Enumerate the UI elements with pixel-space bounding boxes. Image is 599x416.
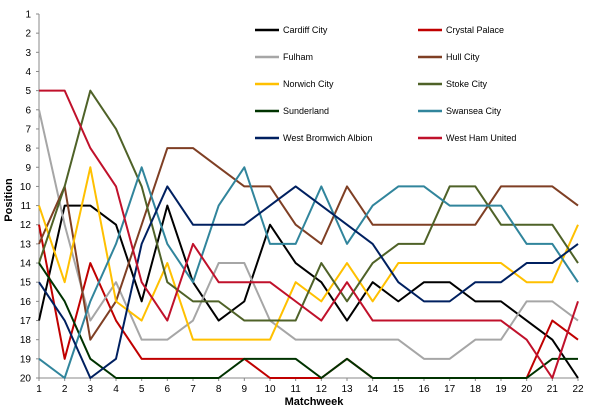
legend-label-swansea-city: Swansea City — [446, 106, 502, 116]
x-tick-label: 20 — [521, 384, 533, 395]
legend: Cardiff City Crystal Palace Fulham Hull Cit… — [255, 25, 516, 143]
legend-label-crystal-palace: Crystal Palace — [446, 25, 504, 35]
y-tick-label: 14 — [20, 259, 32, 270]
y-tick-label: 8 — [25, 144, 31, 155]
series-line-sunderland — [38, 262, 578, 379]
legend-label-stoke-city: Stoke City — [446, 79, 488, 89]
y-axis-title: Position — [3, 178, 15, 222]
y-tick-label: 3 — [25, 48, 31, 59]
y-tick-label: 5 — [25, 86, 31, 97]
x-tick-label: 21 — [547, 384, 559, 395]
legend-label-hull-city: Hull City — [446, 52, 480, 62]
y-tick-label: 10 — [20, 182, 32, 193]
x-tick-label: 9 — [242, 384, 248, 395]
y-tick-label: 1 — [25, 10, 31, 21]
x-tick-label: 4 — [113, 384, 119, 395]
legend-label-west-ham-united: West Ham United — [446, 133, 516, 143]
series-line-swansea-city — [38, 166, 579, 379]
y-tick-label: 13 — [20, 239, 32, 250]
y-tick-label: 20 — [20, 374, 32, 385]
y-tick-label: 4 — [25, 67, 31, 78]
x-axis-title: Matchweek — [285, 396, 345, 408]
x-tick-label: 12 — [316, 384, 328, 395]
x-tick-label: 3 — [88, 384, 94, 395]
x-tick-label: 1 — [36, 384, 42, 395]
series-line-west-ham-united — [39, 89, 579, 379]
x-tick-label: 2 — [62, 384, 68, 395]
x-tick-label: 14 — [367, 384, 379, 395]
y-tick-label: 6 — [25, 105, 31, 116]
x-tick-label: 11 — [290, 384, 301, 395]
x-tick-label: 13 — [341, 384, 353, 395]
y-tick-label: 17 — [20, 316, 32, 327]
legend-label-sunderland: Sunderland — [283, 106, 329, 116]
series-lines — [38, 89, 579, 379]
legend-label-west-bromwich-albion: West Bromwich Albion — [283, 133, 372, 143]
y-tick-label: 19 — [20, 354, 32, 365]
y-tick-label: 16 — [20, 297, 32, 308]
y-tick-label: 7 — [25, 124, 31, 135]
x-tick-label: 7 — [190, 384, 196, 395]
legend-label-norwich-city: Norwich City — [283, 79, 334, 89]
y-tick-label: 11 — [21, 201, 32, 212]
legend-label-fulham: Fulham — [283, 52, 313, 62]
x-tick-label: 19 — [495, 384, 507, 395]
x-tick-label: 22 — [572, 384, 584, 395]
x-tick-label: 16 — [418, 384, 430, 395]
series-line-west-bromwich-albion — [38, 185, 579, 379]
x-tick-label: 5 — [139, 384, 145, 395]
y-tick-label: 9 — [25, 163, 31, 174]
y-tick-label: 15 — [20, 278, 32, 289]
y-tick-label: 18 — [20, 335, 32, 346]
legend-label-cardiff-city: Cardiff City — [283, 25, 328, 35]
x-tick-label: 15 — [393, 384, 405, 395]
x-tick-label: 17 — [444, 384, 456, 395]
y-tick-label: 12 — [20, 220, 32, 231]
x-tick-label: 18 — [470, 384, 482, 395]
x-tick-label: 8 — [216, 384, 222, 395]
x-tick-label: 10 — [264, 384, 276, 395]
x-tick-label: 6 — [165, 384, 171, 395]
y-tick-label: 2 — [25, 29, 31, 40]
